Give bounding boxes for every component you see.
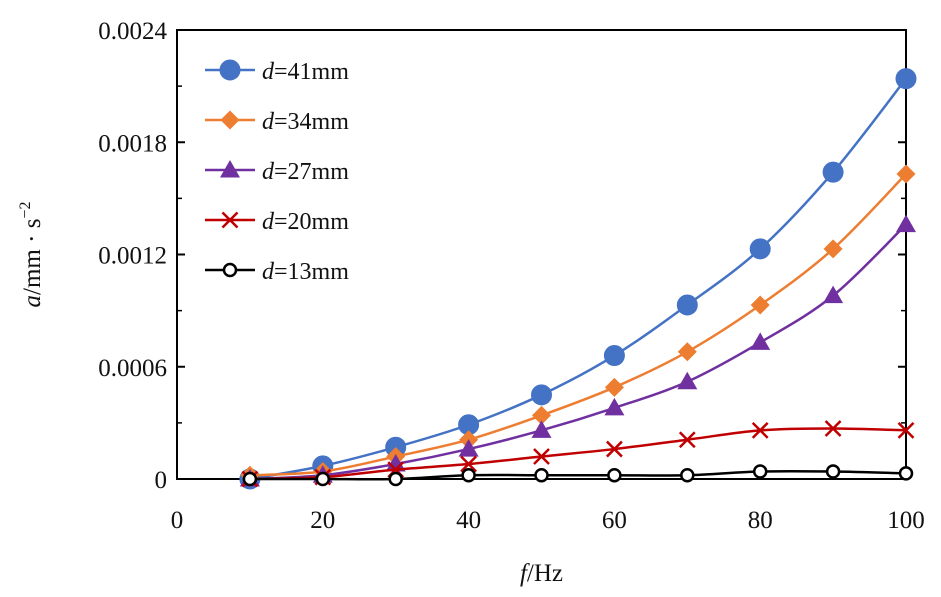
legend-variable: d (262, 259, 275, 285)
y-axis-unit: /mm · s (19, 219, 46, 295)
data-point-triangle (385, 454, 406, 472)
legend-value: =41mm (274, 59, 349, 85)
data-point-triangle (750, 332, 771, 350)
data-point-x (824, 420, 842, 437)
legend-variable: d (262, 209, 275, 235)
series-line (249, 173, 907, 477)
data-point-open-circle (461, 468, 476, 483)
legend-item: d=13mm (205, 259, 349, 285)
plot-area (239, 68, 917, 490)
data-point-circle (531, 384, 552, 406)
data-point-x (460, 455, 477, 473)
series-4 (241, 420, 915, 488)
data-point-x (533, 448, 550, 465)
legend-value: =13mm (274, 259, 349, 285)
data-point-circle (895, 68, 917, 90)
legend-item: d=34mm (205, 109, 349, 135)
data-point-x (678, 431, 696, 449)
legend-value: =34mm (274, 109, 349, 135)
y-axis-label: a/mm · s−2 (17, 202, 46, 308)
data-point-diamond (823, 239, 843, 259)
data-point-open-circle (388, 471, 403, 487)
data-point-triangle (458, 439, 479, 457)
data-point-diamond (532, 405, 551, 425)
legend-label: d=27mm (262, 159, 349, 185)
data-point-open-circle (315, 471, 331, 487)
legend-label: d=13mm (262, 259, 349, 285)
data-point-circle (676, 294, 698, 316)
legend-label: d=20mm (262, 209, 349, 235)
data-point-x (897, 421, 915, 439)
data-point-diamond (896, 164, 916, 184)
data-point-open-circle (222, 262, 238, 278)
y-tick-label: 0.0018 (98, 130, 167, 157)
data-point-x (221, 211, 239, 229)
legend-value: =20mm (274, 209, 349, 235)
data-point-open-circle (242, 471, 258, 487)
x-tick-label: 20 (310, 507, 335, 534)
data-point-triangle (823, 285, 844, 304)
data-point-triangle (531, 420, 552, 438)
data-point-circle (219, 59, 241, 81)
legend-item: d=41mm (205, 59, 349, 85)
y-tick-label: 0 (155, 467, 168, 494)
y-tick-label: 0.0006 (98, 355, 167, 382)
axes: 0 20 40 60 80 100 0 0.0006 0.0012 0.0018 0.0024 (98, 18, 925, 534)
data-point-diamond (750, 295, 770, 315)
series-line (249, 427, 907, 481)
data-point-circle (822, 161, 844, 183)
data-point-diamond (220, 110, 240, 130)
x-tick-label: 80 (748, 507, 773, 534)
y-axis-unit-exponent: −2 (17, 202, 34, 219)
y-tick-label: 0.0024 (98, 18, 167, 45)
x-axis-variable: f (520, 560, 530, 587)
data-point-open-circle (752, 464, 768, 479)
data-point-triangle (677, 371, 698, 390)
data-point-triangle (220, 160, 240, 178)
y-axis-variable: a (19, 295, 46, 308)
series-2 (240, 164, 916, 485)
data-point-triangle (896, 214, 916, 233)
data-point-x (606, 440, 623, 458)
series-line (249, 469, 907, 481)
series-line (249, 77, 907, 481)
legend-value: =27mm (274, 159, 349, 185)
x-axis-label: f/Hz (520, 560, 563, 587)
data-point-open-circle (825, 464, 841, 479)
data-point-open-circle (534, 468, 549, 483)
data-point-circle (603, 345, 625, 367)
legend-variable: d (262, 109, 275, 135)
legend-label: d=41mm (262, 59, 349, 85)
x-tick-label: 40 (456, 507, 481, 534)
data-point-diamond (604, 377, 624, 397)
data-point-open-circle (898, 466, 914, 481)
data-point-x (751, 421, 769, 439)
y-tick-label: 0.0012 (98, 243, 167, 270)
x-tick-label: 100 (887, 507, 925, 534)
data-point-open-circle (607, 468, 622, 483)
data-point-circle (749, 238, 771, 260)
series-3 (239, 214, 916, 487)
data-point-open-circle (680, 468, 695, 483)
legend-item: d=20mm (205, 209, 349, 235)
legend-variable: d (262, 159, 275, 185)
data-point-diamond (677, 342, 697, 362)
legend-variable: d (262, 59, 275, 85)
x-axis-unit: /Hz (527, 560, 563, 587)
legend-item: d=27mm (205, 159, 349, 185)
series-5 (242, 464, 914, 487)
x-tick-label: 60 (602, 507, 627, 534)
series-line (249, 223, 907, 481)
legend-label: d=34mm (262, 109, 349, 135)
x-tick-label: 0 (171, 507, 184, 534)
data-point-triangle (604, 397, 625, 416)
